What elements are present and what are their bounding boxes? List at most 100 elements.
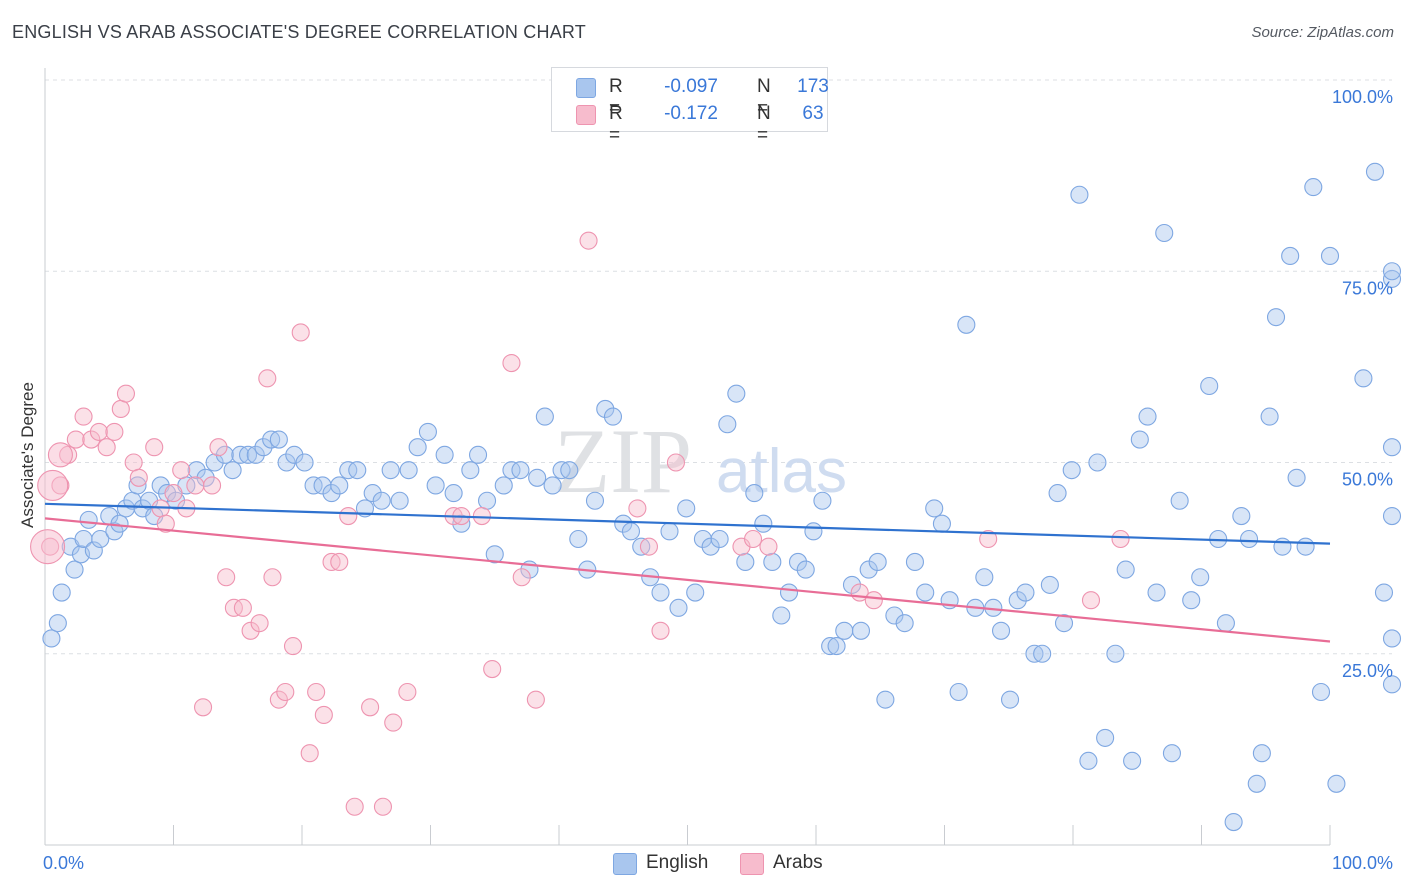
english-point — [710, 529, 729, 549]
english-point — [1116, 560, 1135, 579]
chart-title: ENGLISH VS ARAB ASSOCIATE'S DEGREE CORRE… — [12, 22, 586, 42]
english-point — [1040, 575, 1059, 594]
english-point — [262, 430, 281, 449]
arabs-trend-line — [44, 517, 1331, 643]
english-point — [1054, 614, 1074, 633]
english-point — [468, 445, 488, 464]
arabs-point — [258, 369, 277, 388]
english-point — [827, 637, 846, 656]
english-point — [851, 621, 871, 640]
arabs-point — [233, 598, 252, 617]
english-point — [444, 484, 463, 503]
english-point — [885, 606, 904, 625]
english-point — [1123, 751, 1142, 770]
english-point — [1281, 246, 1300, 265]
english-point — [435, 445, 454, 464]
english-point — [477, 491, 497, 510]
arabs-point — [186, 476, 205, 495]
english-point — [1000, 690, 1020, 709]
english-point — [1320, 246, 1340, 265]
english-point — [842, 575, 862, 594]
arabs-point — [330, 552, 349, 572]
english-point — [399, 461, 418, 480]
arabs-swatch — [576, 105, 596, 125]
english-point — [1033, 644, 1052, 663]
english-point — [916, 583, 935, 602]
arabs-point — [263, 568, 282, 587]
english-point — [65, 560, 84, 579]
source-note: Source: ZipAtlas.com — [1251, 24, 1394, 41]
english-point — [1382, 438, 1402, 457]
arabs-point — [74, 407, 93, 426]
english-point — [949, 682, 968, 702]
english-point — [876, 690, 895, 709]
english-point — [1382, 506, 1402, 526]
arabs-point — [250, 614, 269, 633]
arabs-point — [97, 438, 116, 457]
english-point — [1008, 591, 1027, 610]
arabs-point — [145, 438, 164, 457]
arabs-point — [743, 529, 763, 549]
english-point — [835, 621, 854, 640]
english-r-value: -0.097 — [664, 76, 718, 97]
arabs-point — [164, 484, 183, 503]
english-point — [231, 445, 250, 464]
arabs-r-value: -0.172 — [664, 103, 718, 124]
english-point — [1025, 644, 1044, 663]
arabs-point-large — [47, 442, 73, 468]
english-point — [727, 384, 746, 403]
arabs-point — [314, 705, 333, 725]
english-point — [868, 552, 887, 572]
arabs-point — [759, 537, 778, 556]
english-point — [560, 461, 579, 480]
english-point — [381, 461, 400, 480]
english-point — [718, 415, 737, 434]
english-point — [1273, 537, 1292, 556]
y-axis-label: Associate's Degree — [18, 382, 37, 528]
english-point — [1382, 262, 1402, 281]
arabs-point — [345, 797, 364, 816]
correlation-legend: R = -0.097 N = 173 R = -0.172 N = 63 — [551, 67, 829, 146]
arabs-point — [322, 552, 341, 572]
x-tick-label: 0.0% — [43, 853, 84, 873]
arabs-point — [217, 568, 236, 587]
english-point — [408, 438, 427, 457]
arabs-r-label: R = — [609, 103, 623, 146]
english-point — [651, 583, 670, 602]
english-r-label: R = — [609, 76, 623, 119]
arabs-point — [129, 468, 148, 487]
english-point — [1062, 461, 1081, 480]
english-point — [84, 541, 103, 560]
arabs-point — [1111, 529, 1130, 549]
arabs-point — [307, 682, 326, 702]
arabs-point — [172, 461, 191, 480]
y-tick-label: 75.0% — [1342, 278, 1393, 298]
arabs-point — [89, 422, 109, 441]
english-point — [238, 445, 258, 464]
arabs-point — [283, 637, 303, 656]
english-point — [569, 529, 588, 549]
english-point — [1327, 774, 1346, 793]
english-point — [418, 422, 437, 441]
english-point — [660, 522, 679, 541]
arabs-legend-label: Arabs — [773, 852, 823, 873]
arabs-point — [472, 506, 491, 526]
english-point — [1147, 583, 1166, 602]
arabs-point — [384, 713, 403, 732]
trend-lines — [44, 502, 1331, 643]
english-point — [796, 560, 815, 579]
english-point — [196, 468, 215, 487]
english-n-value: 173 — [797, 76, 829, 97]
english-point — [736, 552, 755, 572]
english-point — [686, 583, 705, 602]
arabs-point — [512, 568, 531, 587]
arabs-point-large — [30, 529, 66, 565]
english-point — [603, 407, 623, 426]
english-point — [295, 453, 314, 472]
english-point — [1070, 185, 1089, 204]
watermark-zip: ZIP — [554, 410, 692, 512]
y-tick-label: 100.0% — [1332, 87, 1393, 107]
english-point — [461, 461, 480, 480]
arabs-point — [124, 453, 143, 472]
english-point — [348, 461, 367, 480]
